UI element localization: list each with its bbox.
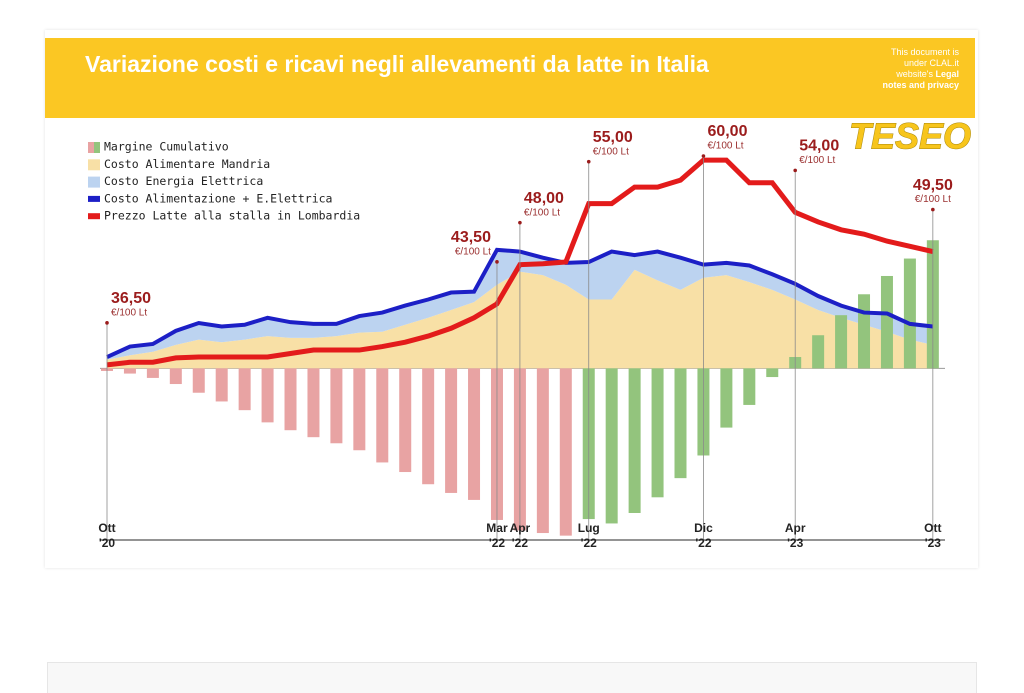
guide-dot [586, 159, 591, 164]
x-tick-label: Ott '20 [98, 521, 116, 550]
unit-label: €/100 Lt [524, 207, 560, 218]
legend-swatch [94, 142, 100, 153]
guide-dot [105, 321, 109, 325]
bar [536, 368, 549, 534]
bar [743, 368, 756, 405]
value-label: 60,00 [707, 123, 747, 140]
unit-label: €/100 Lt [799, 155, 835, 166]
x-tick-label: Lug '22 [577, 521, 600, 550]
bar [674, 368, 687, 479]
bar [858, 294, 871, 369]
bar [903, 258, 916, 369]
value-label: 55,00 [593, 129, 633, 146]
legend-label: Margine Cumulativo [104, 140, 229, 154]
bar [307, 368, 320, 438]
bar [238, 368, 251, 411]
guide-dot [495, 260, 499, 264]
bar [123, 368, 136, 374]
bar [169, 368, 182, 385]
legend-label: Prezzo Latte alla stalla in Lombardia [104, 209, 360, 223]
notice-link: Legal notes and privacy [882, 69, 959, 90]
unit-label: €/100 Lt [707, 141, 743, 152]
unit-label: €/100 Lt [593, 146, 629, 157]
bar [215, 368, 228, 402]
x-tick-label: Ott '23 [924, 521, 942, 550]
bar [812, 335, 825, 369]
bar [376, 368, 389, 463]
guide-dot [793, 168, 797, 173]
bar [261, 368, 274, 423]
bar [353, 368, 366, 451]
bar [146, 368, 159, 378]
notice-text: This document is under CLAL.it website's [890, 47, 959, 79]
legend-swatch [88, 176, 100, 188]
bar [559, 368, 572, 536]
area [107, 249, 933, 360]
footer-box [47, 662, 977, 693]
bar [422, 368, 435, 485]
bar [605, 368, 618, 524]
unit-label: €/100 Lt [455, 246, 491, 257]
header: Variazione costi e ricavi negli allevame… [45, 38, 975, 118]
bar [720, 368, 733, 428]
legend-swatch [88, 142, 94, 153]
value-label: 49,50 [913, 177, 953, 194]
notice: This document is under CLAL.it website's… [873, 47, 959, 91]
x-tick-label: Mar '22 [486, 521, 508, 550]
legend-label: Costo Alimentazione + E.Elettrica [104, 191, 332, 205]
value-label: 54,00 [799, 138, 839, 155]
bar [766, 368, 779, 378]
bar [445, 368, 458, 493]
value-label: 43,50 [451, 229, 491, 246]
guide-dot [518, 220, 522, 225]
value-label: 36,50 [111, 290, 151, 307]
bar [651, 368, 664, 498]
legend-label: Costo Alimentare Mandria [104, 157, 270, 171]
unit-label: €/100 Lt [111, 307, 147, 318]
bar [330, 368, 343, 444]
x-tick-label: Apr '23 [784, 521, 806, 550]
legend-swatch [88, 159, 100, 171]
bar [468, 368, 481, 500]
guide-dot [931, 207, 935, 212]
logo: TESEO [849, 116, 971, 157]
x-tick-label: Dic '22 [694, 521, 713, 550]
legend-swatch [88, 213, 100, 220]
bar [628, 368, 641, 513]
x-tick-label: Apr '22 [509, 521, 531, 550]
bar [192, 368, 205, 393]
unit-label: €/100 Lt [915, 194, 951, 205]
legend-label: Costo Energia Elettrica [104, 174, 263, 188]
bar [284, 368, 297, 431]
title: Variazione costi e ricavi negli allevame… [85, 51, 709, 77]
value-label: 48,00 [524, 190, 564, 207]
legend-swatch [88, 195, 100, 202]
guide-dot [701, 154, 706, 158]
bar [880, 275, 893, 369]
bar [399, 368, 412, 473]
bar [835, 315, 848, 369]
